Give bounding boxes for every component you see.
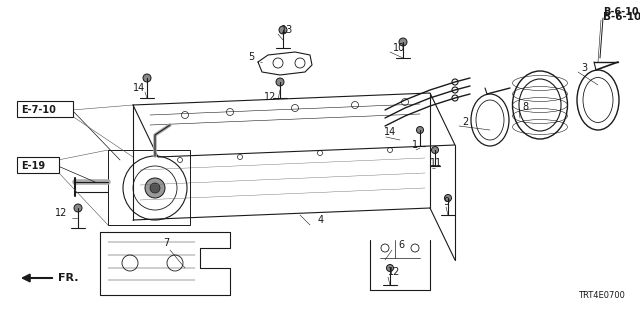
Circle shape [276, 78, 284, 86]
FancyBboxPatch shape [17, 101, 73, 117]
Text: 12: 12 [388, 267, 401, 277]
Text: B-6-10: B-6-10 [603, 7, 639, 17]
Circle shape [417, 126, 424, 133]
Text: 2: 2 [462, 117, 468, 127]
Circle shape [399, 38, 407, 46]
Text: 14: 14 [133, 83, 145, 93]
Circle shape [143, 74, 151, 82]
Text: 6: 6 [398, 240, 404, 250]
Circle shape [445, 195, 451, 202]
Text: TRT4E0700: TRT4E0700 [578, 291, 625, 300]
Text: 10: 10 [393, 43, 405, 53]
Text: 12: 12 [55, 208, 67, 218]
Text: 14: 14 [384, 127, 396, 137]
Text: E-7-10: E-7-10 [21, 105, 56, 115]
Circle shape [74, 204, 82, 212]
Circle shape [279, 26, 287, 34]
Text: FR.: FR. [58, 273, 79, 283]
Text: 12: 12 [264, 92, 276, 102]
Circle shape [145, 178, 165, 198]
Text: 4: 4 [318, 215, 324, 225]
Text: 7: 7 [163, 238, 169, 248]
Text: 9: 9 [443, 197, 449, 207]
FancyBboxPatch shape [17, 157, 59, 173]
Text: 3: 3 [581, 63, 587, 73]
Text: B-6-10: B-6-10 [603, 12, 640, 22]
Text: 11: 11 [430, 158, 442, 168]
Circle shape [150, 183, 160, 193]
Circle shape [387, 265, 394, 271]
Text: 8: 8 [522, 102, 528, 112]
Text: 5: 5 [248, 52, 254, 62]
Text: E-19: E-19 [21, 161, 45, 171]
Text: 1: 1 [412, 140, 418, 150]
Circle shape [431, 147, 438, 154]
Text: 13: 13 [281, 25, 293, 35]
